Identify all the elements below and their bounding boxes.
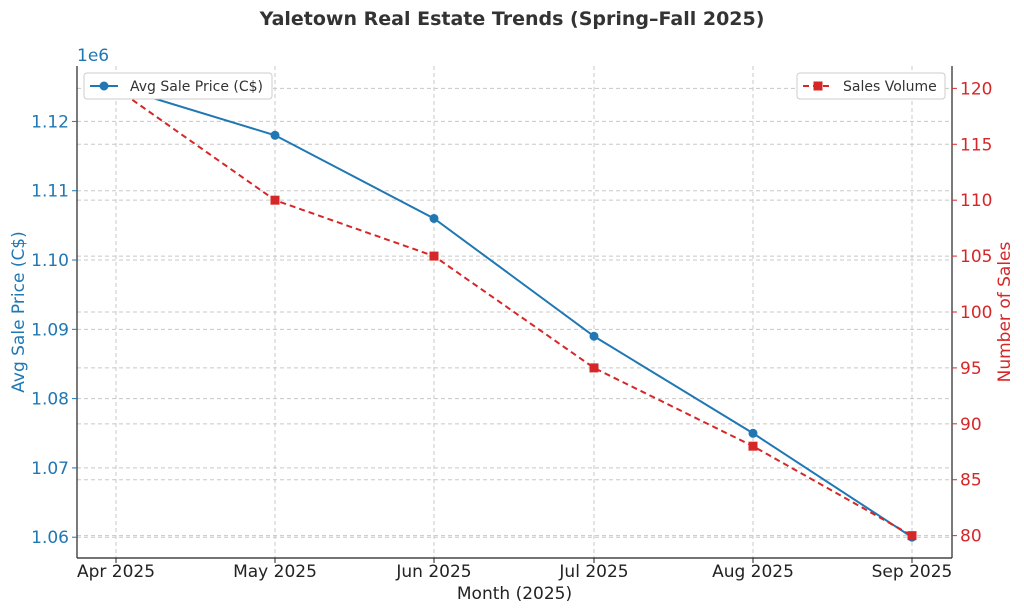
legends: Avg Sale Price (C$) Sales Volume [83,72,946,100]
series-0-point-4 [748,428,758,438]
series-1-point-4 [748,441,758,451]
left-axis-label: Avg Sale Price (C$) [9,231,29,393]
legend-right: Sales Volume [796,72,946,100]
legend-right-box [796,72,946,100]
x-tick-label: Jul 2025 [558,562,628,582]
series-1-point-3 [589,363,599,373]
left-tick-label: 1.06 [31,528,69,548]
right-tick-label: 85 [960,471,982,491]
x-tick-label: Sep 2025 [872,562,953,582]
x-tick-label: Jun 2025 [395,562,471,582]
x-tick-label: Aug 2025 [712,562,794,582]
left-tick-label: 1.09 [31,320,69,340]
left-axis-offset: 1e6 [77,46,109,66]
right-tick-label: 95 [960,359,982,379]
series-1-point-5 [907,531,917,541]
series-0-point-2 [429,213,439,223]
left-tick-label: 1.12 [31,112,69,132]
left-tick-label: 1.07 [31,459,69,479]
legend-left-marker [99,81,109,91]
right-tick-label: 110 [960,191,992,211]
x-axis-label: Month (2025) [457,584,572,604]
legend-left-label: Avg Sale Price (C$) [130,79,263,95]
axes: Apr 2025 May 2025 Jun 2025 Jul 2025 Aug 2025… [9,46,1015,604]
series-line-1 [115,87,913,537]
series-line-0 [115,85,913,539]
x-tick-label: Apr 2025 [77,562,155,582]
legend-left-box [83,72,273,100]
series-1-point-1 [270,195,280,205]
series-1-point-2 [429,251,439,261]
right-tick-label: 100 [960,303,992,323]
legend-left: Avg Sale Price (C$) [83,72,273,100]
left-tick-label: 1.11 [31,182,69,202]
right-tick-label: 105 [960,247,992,267]
series-0-point-3 [589,331,599,341]
left-tick-label: 1.08 [31,390,69,410]
x-tick-label: May 2025 [233,562,317,582]
right-axis-label: Number of Sales [995,241,1015,382]
series-0-point-1 [270,130,280,140]
right-tick-label: 115 [960,135,992,155]
legend-right-marker [813,81,823,91]
right-tick-label: 80 [960,527,982,547]
left-tick-label: 1.10 [31,251,69,271]
right-tick-label: 120 [960,79,992,99]
right-tick-label: 90 [960,415,982,435]
legend-right-label: Sales Volume [843,79,937,95]
chart-title: Yaletown Real Estate Trends (Spring–Fall… [259,8,765,30]
